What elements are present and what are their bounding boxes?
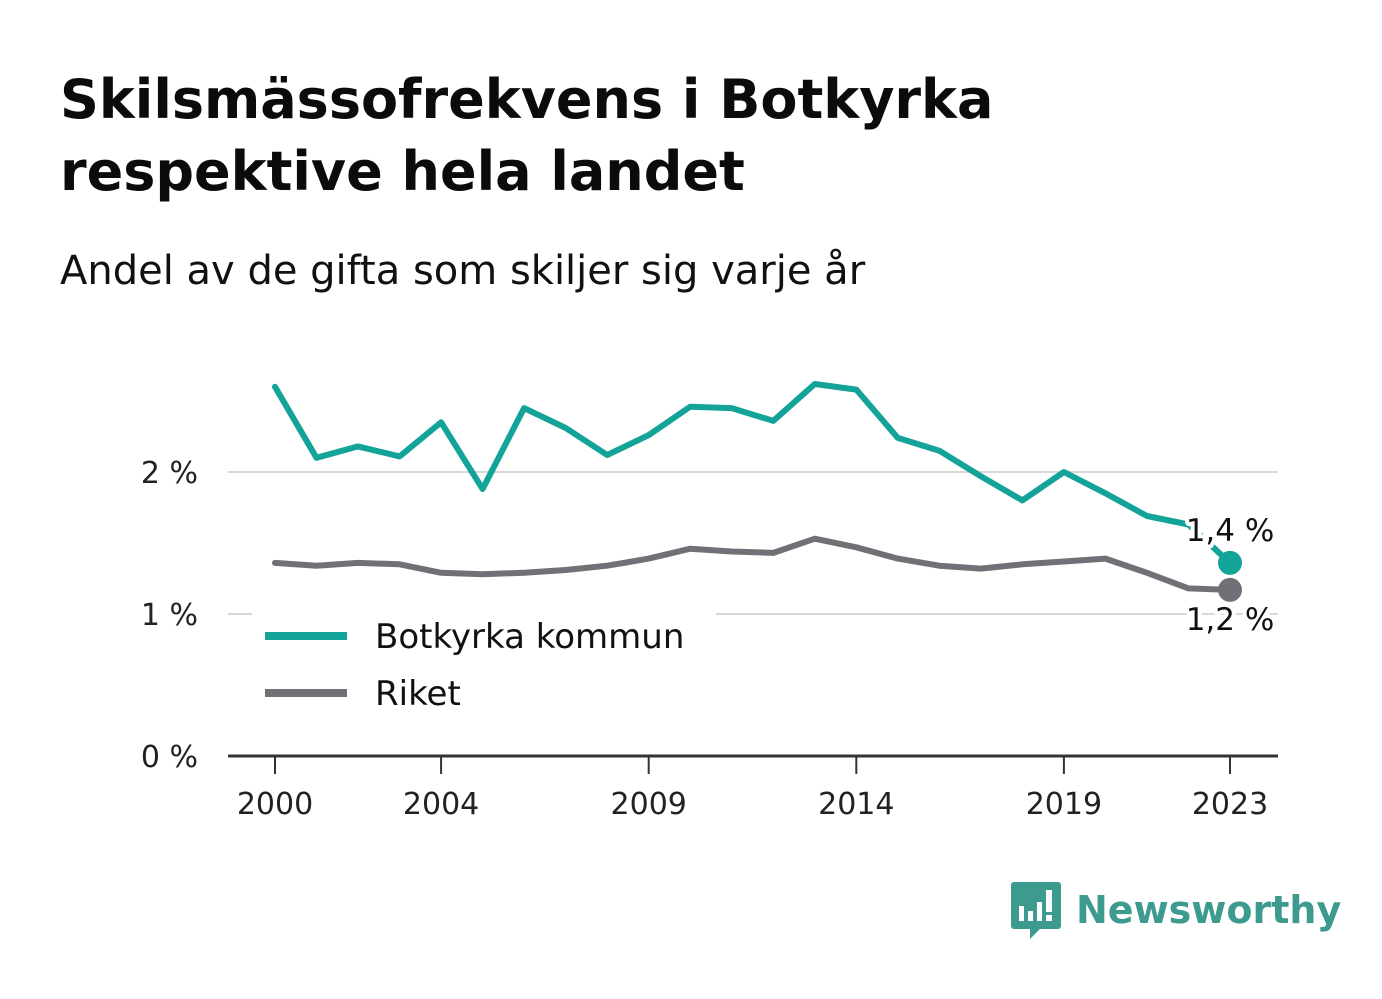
- x-tick-label: 2023: [1192, 787, 1268, 822]
- series-end-point: [1218, 550, 1242, 575]
- end-label-halo: 1,4 %: [1186, 513, 1275, 549]
- legend-background: [252, 606, 716, 724]
- y-tick-label: 2 %: [141, 456, 198, 491]
- end-labels: 1,4 %1,4 %1,2 %1,2 %: [1182, 509, 1279, 642]
- newsworthy-logo-icon: [1011, 882, 1061, 939]
- x-tick-label: 2014: [818, 787, 894, 822]
- chart-subtitle: Andel av de gifta som skiljer sig varje …: [60, 248, 866, 294]
- series-line: [272, 381, 1233, 566]
- chart-title: Skilsmässofrekvens i Botkyrka respektive…: [60, 68, 994, 203]
- y-axis-ticks: 0 % 1 % 2 %: [141, 456, 198, 775]
- legend: Botkyrka kommun Riket: [252, 606, 716, 724]
- grid-lines: [228, 471, 1278, 615]
- y-tick-label: 1 %: [141, 598, 198, 633]
- legend-label: Botkyrka kommun: [375, 617, 684, 657]
- legend-label: Riket: [375, 674, 461, 714]
- series-lines: [272, 381, 1242, 602]
- end-value-label: 1,4 %: [1186, 513, 1275, 549]
- x-tick-label: 2004: [403, 787, 479, 822]
- end-value-label: 1,2 %: [1186, 602, 1275, 638]
- brand-logo: Newsworthy: [1010, 878, 1341, 942]
- y-tick-label: 0 %: [141, 740, 198, 775]
- end-label-halo: 1,2 %: [1186, 602, 1275, 638]
- x-axis: 2000 2004 2009 2014 2019 2023: [228, 754, 1278, 822]
- series-line: [272, 535, 1233, 593]
- series-end-point: [1218, 577, 1242, 602]
- x-tick-label: 2009: [611, 787, 687, 822]
- x-tick-label: 2019: [1026, 787, 1102, 822]
- brand-name: Newsworthy: [1076, 888, 1342, 932]
- x-tick-label: 2000: [237, 787, 313, 822]
